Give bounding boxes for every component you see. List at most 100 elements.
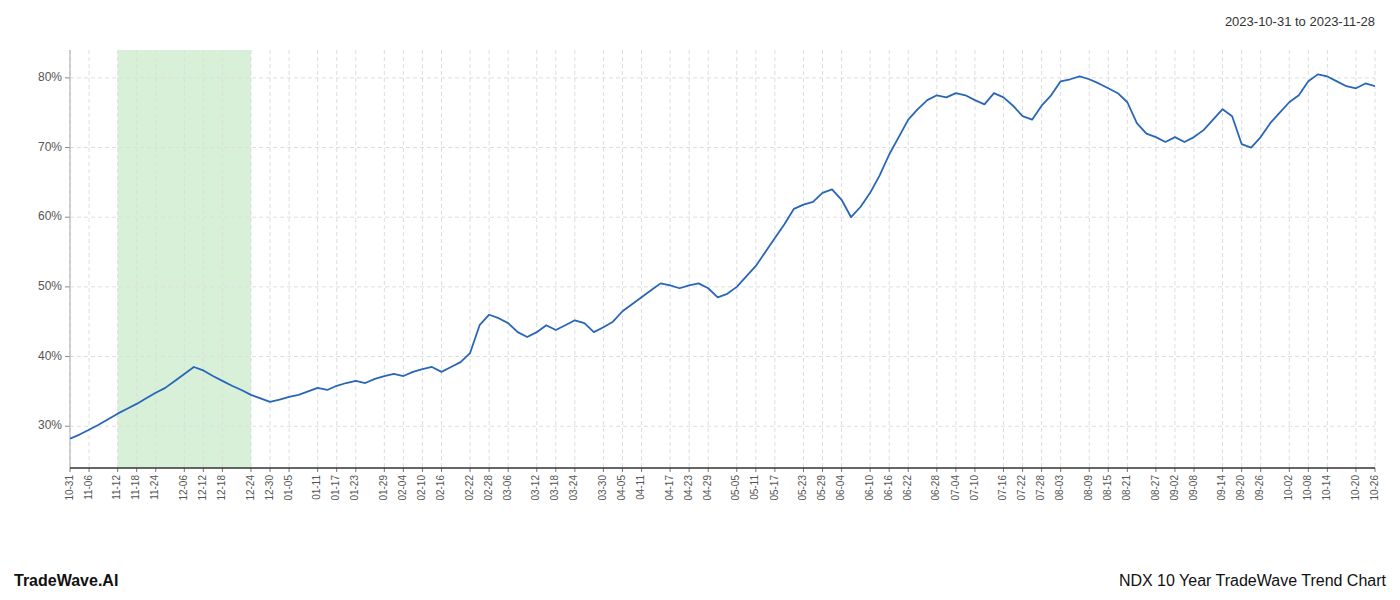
x-grid-line (936, 50, 937, 468)
x-grid-line (574, 50, 575, 468)
x-tick-label: 06-22 (902, 475, 913, 501)
x-grid-line (1003, 50, 1004, 468)
y-tick (65, 147, 70, 148)
y-grid-line (70, 286, 1375, 287)
x-tick-label: 07-22 (1016, 475, 1027, 501)
x-tick-label: 07-16 (997, 475, 1008, 501)
x-grid-line (755, 50, 756, 468)
x-grid-line (955, 50, 956, 468)
x-grid-line (689, 50, 690, 468)
chart: 30%40%50%60%70%80%10-3111-0611-1211-1811… (0, 0, 1400, 600)
x-grid-line (603, 50, 604, 468)
x-tick-label: 07-28 (1035, 475, 1046, 501)
series-layer (70, 74, 1375, 438)
x-tick-label: 10-02 (1283, 475, 1294, 501)
x-grid-line (222, 50, 223, 468)
x-grid-line (355, 50, 356, 468)
x-tick-label: 04-23 (683, 475, 694, 501)
x-grid-line (136, 50, 137, 468)
x-grid-line (1108, 50, 1109, 468)
x-tick-label: 02-28 (483, 475, 494, 501)
x-grid-line (1308, 50, 1309, 468)
x-tick-label: 03-18 (549, 475, 560, 501)
y-tick (65, 77, 70, 78)
x-grid-line (508, 50, 509, 468)
x-grid-line (1194, 50, 1195, 468)
x-grid-line (317, 50, 318, 468)
x-grid-line (250, 50, 251, 468)
highlight-region (118, 50, 251, 468)
x-grid-line (670, 50, 671, 468)
x-grid-line (889, 50, 890, 468)
x-grid-line (203, 50, 204, 468)
y-grid-line (70, 217, 1375, 218)
x-grid-line (489, 50, 490, 468)
x-tick-label: 12-06 (178, 475, 189, 501)
x-tick-label: 02-10 (416, 475, 427, 501)
x-tick-label: 03-24 (568, 475, 579, 501)
y-tick-label: 60% (38, 209, 62, 223)
y-axis-line (70, 50, 71, 468)
x-tick-label: 04-11 (635, 475, 646, 500)
x-grid-line (89, 50, 90, 468)
footer-right: NDX 10 Year TradeWave Trend Chart (1119, 572, 1387, 589)
x-tick-label: 01-17 (330, 475, 341, 501)
x-grid-line (708, 50, 709, 468)
x-grid-line (822, 50, 823, 468)
x-grid-line (1241, 50, 1242, 468)
x-tick-label: 07-10 (969, 475, 980, 501)
y-tick-label: 40% (38, 349, 62, 363)
x-grid-line (336, 50, 337, 468)
x-tick-label: 08-21 (1121, 475, 1132, 501)
x-grid-line (403, 50, 404, 468)
x-tick-label: 05-23 (797, 475, 808, 501)
x-grid-line (1289, 50, 1290, 468)
x-tick-label: 10-26 (1369, 475, 1380, 501)
x-grid-line (441, 50, 442, 468)
x-grid-line (736, 50, 737, 468)
x-grid-line (536, 50, 537, 468)
x-grid-line (1022, 50, 1023, 468)
y-grid-line (70, 426, 1375, 427)
x-tick-label: 02-16 (435, 475, 446, 501)
x-tick-label: 12-30 (264, 475, 275, 501)
x-tick-label: 09-26 (1254, 475, 1265, 501)
y-tick (65, 356, 70, 357)
x-grid-line (184, 50, 185, 468)
x-grid-line (841, 50, 842, 468)
x-grid-line (974, 50, 975, 468)
y-grid-line (70, 77, 1375, 78)
x-grid-line (1260, 50, 1261, 468)
x-grid-line (1155, 50, 1156, 468)
x-tick-label: 10-31 (64, 475, 75, 501)
y-tick (65, 286, 70, 287)
x-grid-line (470, 50, 471, 468)
grid (70, 50, 1375, 468)
axes: 30%40%50%60%70%80%10-3111-0611-1211-1811… (38, 50, 1380, 501)
x-tick-label: 03-06 (502, 475, 513, 501)
x-tick-label: 01-29 (378, 475, 389, 501)
x-grid-line (384, 50, 385, 468)
x-grid-line (1355, 50, 1356, 468)
x-tick-label: 08-09 (1083, 475, 1094, 501)
x-tick-label: 04-29 (702, 475, 713, 501)
x-grid-line (1060, 50, 1061, 468)
x-tick-label: 12-18 (216, 475, 227, 501)
x-tick-label: 12-12 (197, 475, 208, 501)
title: 2023-10-31 to 2023-11-28 (1225, 14, 1375, 29)
x-tick-label: 06-28 (930, 475, 941, 501)
x-grid-line (641, 50, 642, 468)
x-tick-label: 09-14 (1216, 475, 1227, 501)
x-tick-label: 11-18 (130, 475, 141, 500)
y-tick (65, 426, 70, 427)
x-tick-label: 04-05 (616, 475, 627, 501)
x-tick-label: 09-20 (1235, 475, 1246, 501)
x-tick-label: 01-05 (283, 475, 294, 501)
footer-left: TradeWave.AI (14, 572, 118, 589)
y-tick-label: 30% (38, 418, 62, 432)
x-grid-line (422, 50, 423, 468)
x-tick-label: 08-27 (1150, 475, 1161, 501)
x-tick-label: 10-08 (1302, 475, 1313, 501)
highlight-layer (118, 50, 251, 468)
x-tick-label: 05-29 (816, 475, 827, 501)
